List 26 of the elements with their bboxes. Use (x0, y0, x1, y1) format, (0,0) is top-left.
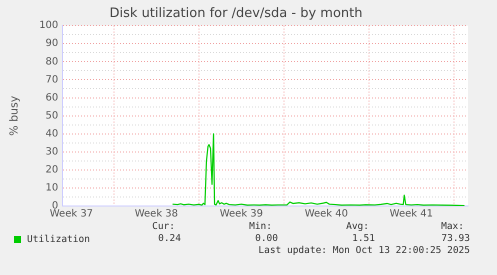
y-tick-label: 10 (46, 182, 58, 194)
legend-label: Utilization (27, 234, 90, 245)
y-tick-label: 80 (46, 56, 58, 68)
y-tick-label: 60 (46, 92, 58, 104)
y-tick-label: 100 (39, 20, 58, 32)
text: Min: (249, 221, 272, 232)
y-tick-label: 20 (46, 164, 58, 176)
text: Avg: (346, 221, 369, 232)
x-tick-label: Week 40 (304, 208, 348, 220)
chart-title: Disk utilization for /dev/sda - by month (110, 6, 362, 22)
text: Max: (441, 221, 464, 232)
text: 0.00 (255, 233, 278, 244)
y-tick-label: 90 (46, 38, 58, 50)
y-axis-title: % busy (7, 95, 20, 136)
y-tick-label: 70 (46, 74, 58, 86)
y-tick-label: 30 (46, 146, 58, 158)
x-tick-label: Week 39 (220, 208, 264, 220)
y-tick-label: 50 (46, 110, 58, 122)
x-tick-label: Week 41 (390, 208, 433, 220)
text: 1.51 (352, 233, 375, 244)
text: Cur: (152, 221, 175, 232)
x-tick-label: Week 38 (134, 208, 178, 220)
text: 73.93 (441, 233, 470, 244)
y-tick-label: 40 (46, 128, 58, 140)
text: 0.24 (158, 233, 181, 244)
text: Last update: Mon Oct 13 22:00:25 2025 (258, 245, 470, 256)
